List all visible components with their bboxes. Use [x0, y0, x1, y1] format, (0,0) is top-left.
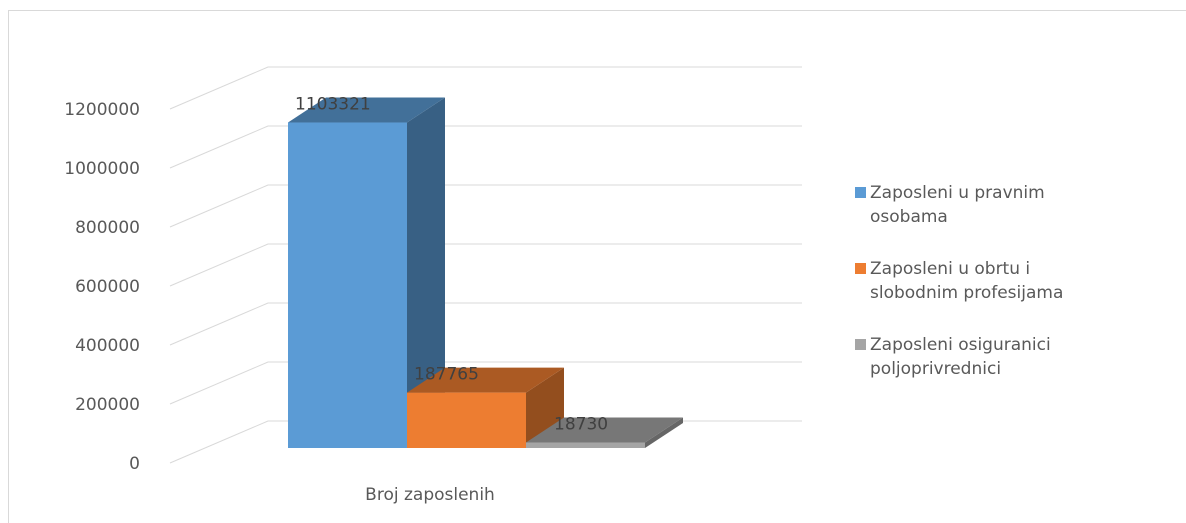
legend-label: slobodnim profesijama — [870, 283, 1063, 303]
gridline — [170, 244, 802, 286]
y-tick-label: 0 — [129, 454, 140, 474]
legend-swatch — [855, 339, 866, 350]
legend-label: Zaposleni u obrtu i — [870, 259, 1030, 279]
y-tick-label: 800000 — [75, 218, 140, 238]
bars — [288, 98, 683, 448]
legend-label: poljoprivrednici — [870, 359, 1001, 379]
legend-swatch — [855, 263, 866, 274]
y-tick-label: 400000 — [75, 336, 140, 356]
legend-label: Zaposleni osiguranici — [870, 335, 1051, 355]
legend-label: Zaposleni u pravnim — [870, 183, 1045, 203]
data-label: 187765 — [414, 365, 479, 385]
y-tick-label: 200000 — [75, 395, 140, 415]
data-label: 1103321 — [295, 95, 371, 115]
legend: Zaposleni u pravnim osobama Zaposleni u ob… — [855, 183, 1063, 379]
y-tick-label: 600000 — [75, 277, 140, 297]
y-axis-ticks: 0 200000 400000 600000 800000 1000000 1200000 — [64, 100, 140, 474]
y-tick-label: 1200000 — [64, 100, 140, 120]
legend-label: osobama — [870, 207, 948, 227]
gridline — [170, 126, 802, 168]
legend-swatch — [855, 187, 866, 198]
gridline — [170, 185, 802, 227]
x-category-label: Broj zaposlenih — [365, 485, 495, 505]
y-tick-label: 1000000 — [64, 159, 140, 179]
gridline — [170, 303, 802, 345]
gridline — [170, 67, 802, 109]
data-label: 18730 — [554, 414, 608, 434]
